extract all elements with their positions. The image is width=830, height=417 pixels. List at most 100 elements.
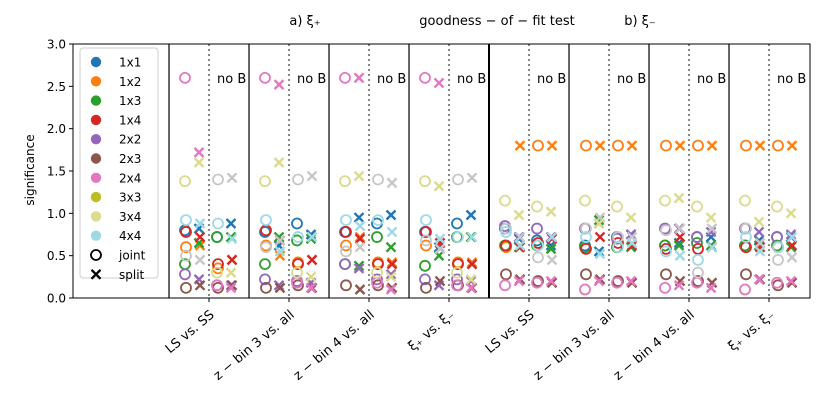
no-b-label: no B: [777, 72, 806, 87]
joint-point: [772, 139, 784, 152]
legend-swatch-1x1: [90, 56, 102, 68]
joint-point: [419, 175, 431, 188]
split-point: [465, 274, 477, 285]
joint-point: [740, 222, 752, 235]
x-tick-label: z − bin 4 vs. all: [611, 308, 698, 384]
x-tick-label: LS vs. SS: [163, 308, 218, 357]
joint-point: [259, 175, 271, 188]
title-center: goodness − of − fit test: [419, 14, 574, 29]
joint-point: [292, 173, 304, 186]
joint-point: [419, 71, 431, 84]
split-point: [386, 258, 398, 270]
legend-label-2x4: 2x4: [119, 171, 141, 185]
no-b-label: no B: [377, 72, 406, 87]
split-point: [545, 206, 557, 217]
split-point: [306, 254, 318, 266]
split-point: [546, 140, 558, 151]
split-point: [305, 282, 317, 294]
split-point: [626, 140, 638, 151]
joint-point: [692, 139, 704, 152]
joint-point: [580, 222, 592, 235]
no-b-label: no B: [457, 72, 486, 87]
joint-point: [292, 231, 304, 243]
joint-point: [180, 214, 192, 227]
y-tick-label: 2.5: [47, 80, 66, 94]
joint-point: [260, 241, 272, 254]
joint-point: [419, 273, 431, 286]
joint-point: [259, 273, 271, 286]
split-point: [626, 240, 638, 251]
joint-point: [372, 173, 384, 186]
joint-point: [660, 245, 672, 258]
split-point: [385, 209, 397, 221]
y-axis-label: significance: [23, 134, 37, 205]
split-point: [194, 231, 206, 243]
legend-label-3x3: 3x3: [119, 191, 141, 205]
joint-point: [612, 241, 624, 254]
y-tick-label: 0.0: [47, 292, 66, 306]
split-point: [594, 140, 606, 151]
split-point: [465, 282, 477, 294]
split-point: [625, 212, 637, 223]
joint-point: [420, 239, 432, 252]
joint-point: [532, 239, 544, 252]
split-point: [513, 275, 525, 287]
joint-point: [692, 253, 704, 266]
split-point: [786, 240, 798, 251]
joint-point: [660, 268, 672, 281]
joint-point: [739, 194, 751, 207]
joint-point: [451, 279, 463, 292]
split-point: [274, 282, 286, 294]
joint-point: [259, 258, 271, 271]
joint-point: [579, 283, 591, 296]
joint-point: [612, 139, 624, 152]
joint-point: [371, 266, 383, 279]
joint-point: [179, 268, 191, 281]
split-point: [354, 220, 366, 232]
legend-swatch-1x2: [90, 76, 102, 87]
split-point: [674, 140, 686, 151]
joint-point: [451, 217, 463, 230]
split-point: [385, 271, 397, 283]
data-marks: [179, 71, 798, 296]
split-point: [194, 218, 206, 229]
joint-point: [211, 279, 223, 292]
split-point: [306, 170, 318, 182]
joint-point: [500, 268, 512, 281]
split-point: [673, 240, 685, 251]
split-point: [354, 241, 366, 253]
joint-point: [211, 231, 223, 243]
split-point: [385, 241, 397, 253]
legend-swatch-3x3: [90, 191, 102, 203]
joint-point: [420, 234, 432, 247]
no-b-label: no B: [697, 72, 726, 87]
split-point: [306, 231, 318, 243]
joint-point: [372, 214, 384, 227]
joint-point: [739, 283, 751, 296]
x-tick-label: ξ₊ vs. ξ₋: [726, 308, 778, 355]
joint-point: [179, 71, 191, 84]
joint-point: [259, 71, 271, 84]
joint-point: [691, 200, 703, 213]
legend: 1x1 1x2 1x3 1x4 2x2 2x3 2x4 3x3 3x4 4x4 joint split: [79, 47, 159, 282]
joint-point: [371, 273, 383, 286]
split-point: [514, 140, 526, 151]
joint-point: [339, 175, 351, 188]
split-point: [226, 254, 238, 266]
split-point: [546, 254, 558, 266]
split-point: [273, 157, 285, 168]
split-point: [353, 170, 365, 182]
split-point: [385, 284, 397, 295]
joint-point: [371, 231, 383, 243]
title-left: a) ξ₊: [289, 14, 320, 29]
split-point: [434, 275, 446, 287]
no-b-label: no B: [617, 72, 646, 87]
joint-point: [340, 245, 352, 258]
legend-swatch-1x4: [90, 114, 102, 126]
split-point: [594, 248, 606, 260]
split-point: [385, 268, 397, 280]
no-b-label: no B: [217, 72, 246, 87]
y-tick-label: 1.0: [47, 207, 66, 221]
y-tick-label: 1.5: [47, 165, 66, 179]
